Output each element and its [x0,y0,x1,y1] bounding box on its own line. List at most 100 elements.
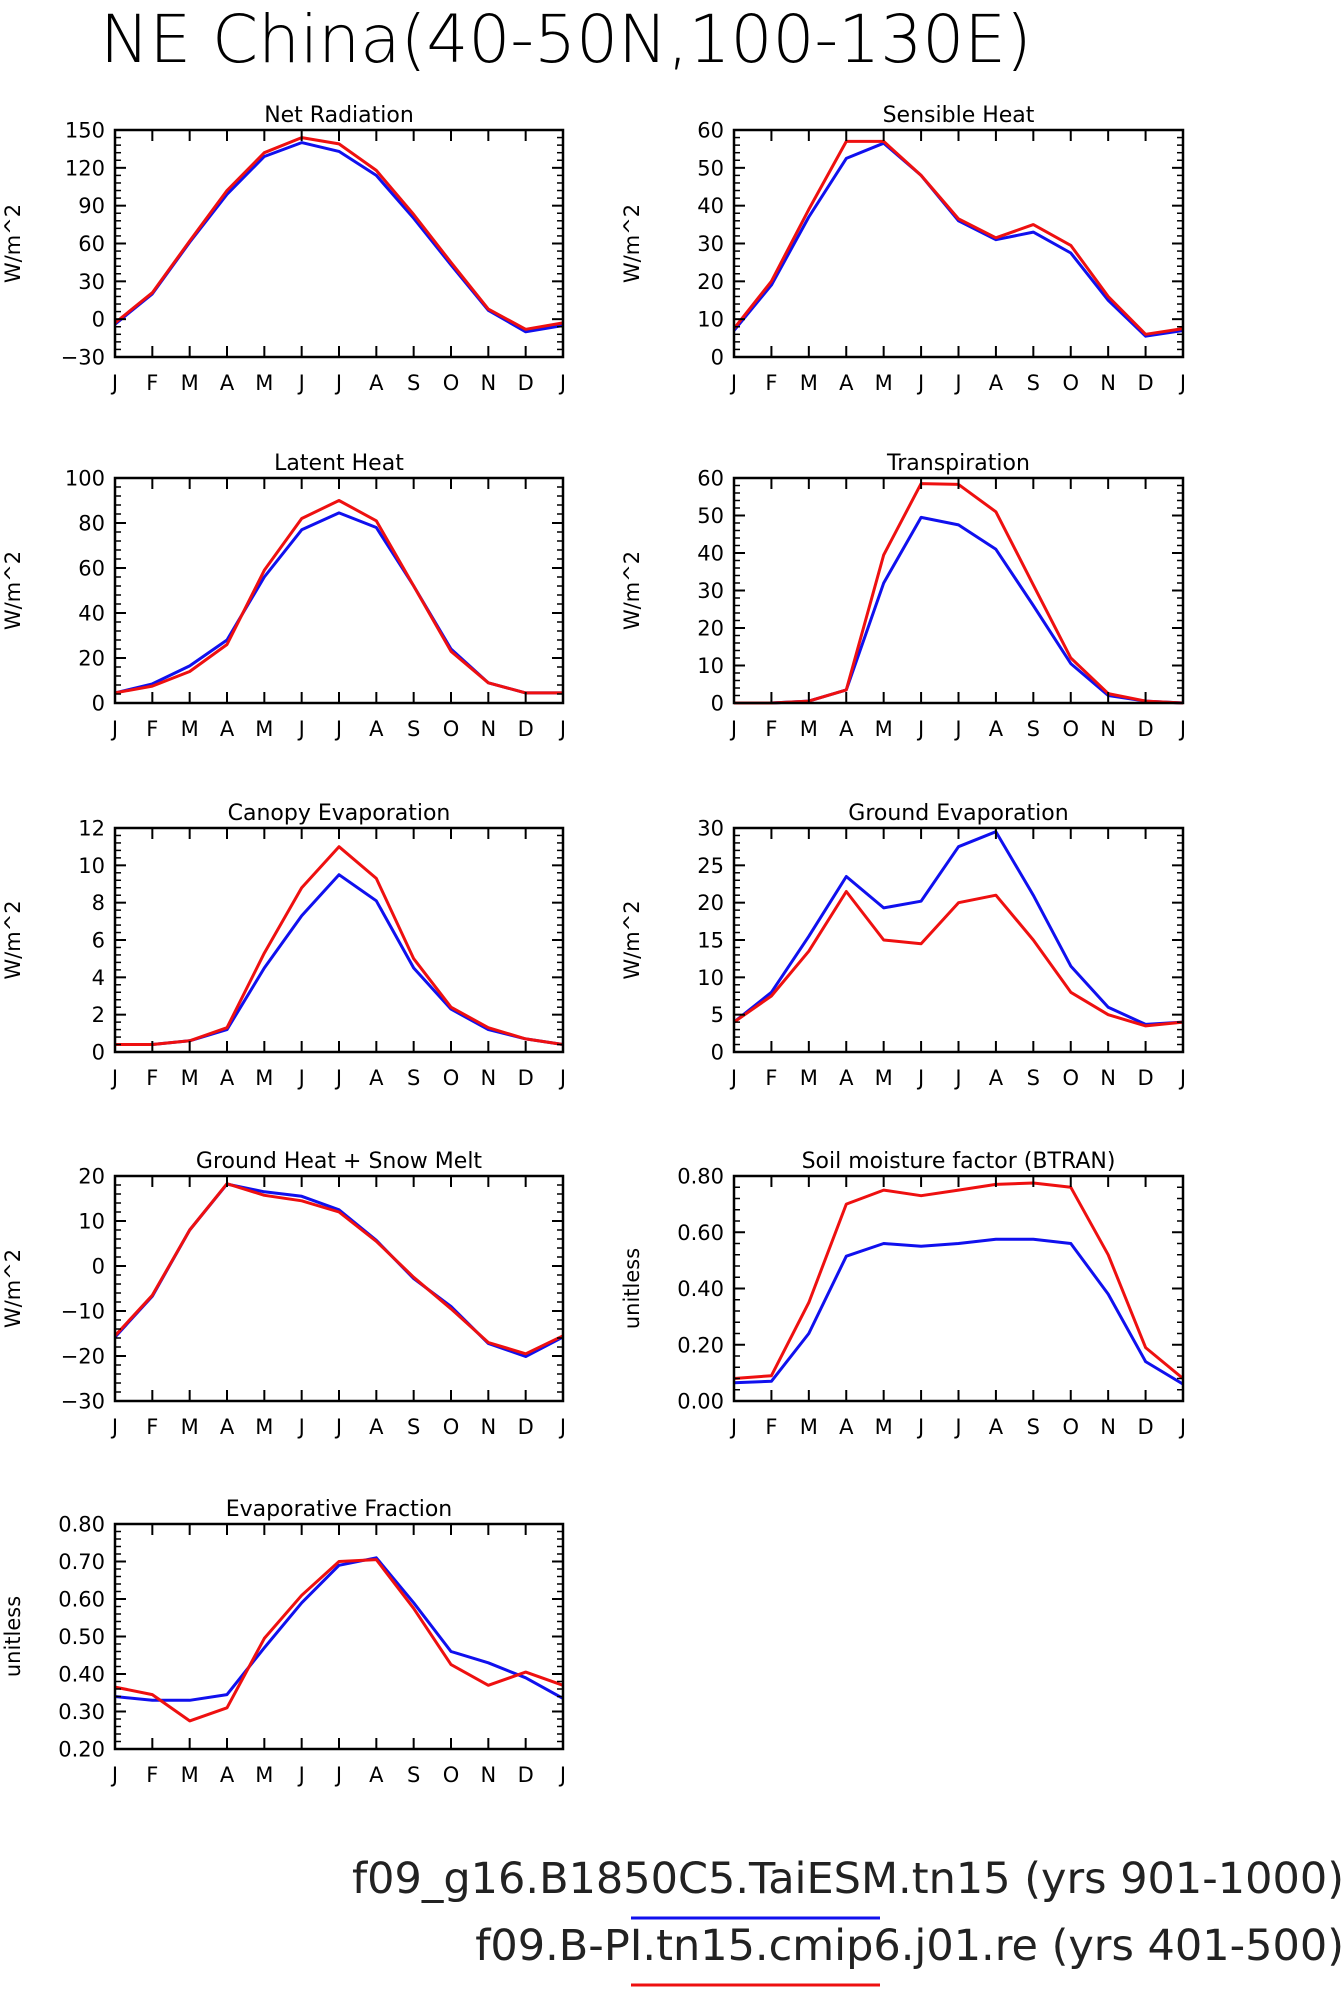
y-tick-label: −10 [61,1300,105,1324]
chart-panel-4: J F M A M J J A S O N D J0102030405060TranspirationW… [620,451,1186,741]
x-tick-label: N [480,1415,496,1439]
x-tick-label: A [369,717,384,741]
y-tick-label: 0.70 [58,1550,105,1574]
x-tick-label: S [407,1415,420,1439]
x-tick-label: J [110,717,118,741]
y-tick-label: 10 [697,308,724,332]
x-tick-label: S [407,1763,420,1787]
x-tick-label: A [989,1066,1004,1090]
y-axis-label: unitless [1,1596,25,1677]
panel-title: Evaporative Fraction [226,1497,452,1522]
y-tick-label: 0.40 [58,1663,105,1687]
x-tick-label: D [1137,371,1153,395]
y-tick-label: 0.50 [58,1625,105,1649]
y-tick-label: 0 [92,308,105,332]
x-tick-label: O [443,1066,460,1090]
y-tick-label: 20 [78,1165,105,1189]
series-line-red [114,499,563,695]
y-tick-label: 120 [65,156,105,180]
x-tick-label: M [800,1066,818,1090]
y-axis-label: unitless [620,1248,644,1329]
y-axis-label: W/m^2 [1,204,25,283]
y-tick-label: 60 [697,119,724,143]
y-tick-label: 30 [78,270,105,294]
y-tick-label: 40 [78,602,105,626]
y-tick-label: −30 [61,346,105,370]
y-tick-label: 0.80 [677,1165,724,1189]
x-tick-label: M [255,1066,273,1090]
y-tick-label: 20 [697,891,724,915]
y-tick-label: 50 [697,156,724,180]
x-tick-label: D [518,1763,534,1787]
x-tick-label: J [334,1763,342,1787]
plot-frame [732,128,1185,359]
y-tick-label: 80 [78,512,105,536]
x-tick-label: D [1137,1415,1153,1439]
plot-frame [732,476,1185,705]
y-tick-label: 10 [78,1210,105,1234]
y-tick-label: 25 [697,854,724,878]
x-tick-label: F [146,1066,158,1090]
x-tick-label: J [110,1415,118,1439]
x-tick-label: D [518,1415,534,1439]
x-tick-label: F [765,1066,777,1090]
y-tick-label: 0.60 [58,1588,105,1612]
x-tick-label: O [443,717,460,741]
x-tick-label: O [443,1763,460,1787]
x-tick-label: N [480,371,496,395]
y-tick-label: 20 [697,617,724,641]
x-tick-label: A [220,371,235,395]
y-tick-label: 90 [78,194,105,218]
x-tick-label: M [875,717,893,741]
y-axis-label: W/m^2 [620,204,644,283]
x-tick-label: O [1062,371,1079,395]
y-tick-label: 12 [78,817,105,841]
y-tick-label: 60 [697,467,724,491]
x-tick-label: D [1137,717,1153,741]
x-tick-label: J [297,1763,305,1787]
x-tick-label: S [1027,1066,1040,1090]
x-tick-label: N [480,1763,496,1787]
x-tick-label: J [334,1415,342,1439]
x-tick-label: D [518,717,534,741]
x-tick-label: J [558,371,566,395]
panel-title: Soil moisture factor (BTRAN) [802,1149,1116,1174]
y-tick-label: 10 [697,966,724,990]
y-axis-label: W/m^2 [620,551,644,630]
y-tick-label: 40 [697,542,724,566]
y-tick-label: 0 [92,692,105,716]
x-tick-label: A [989,1415,1004,1439]
y-tick-label: 100 [65,467,105,491]
x-tick-label: O [443,371,460,395]
legend-entry-1: f09_g16.B1850C5.TaiESM.tn15 (yrs 901-100… [352,1854,1344,1920]
x-tick-label: M [875,371,893,395]
x-tick-label: J [110,1763,118,1787]
x-tick-label: J [1178,371,1186,395]
y-tick-label: 10 [78,854,105,878]
x-tick-label: M [255,717,273,741]
legend-label: f09.B-PI.tn15.cmip6.j01.re (yrs 401-500) [475,1921,1344,1971]
y-tick-label: 20 [78,647,105,671]
y-tick-label: 6 [92,929,105,953]
y-tick-label: 60 [78,232,105,256]
series-line-blue [114,1556,564,1702]
x-tick-label: M [255,1763,273,1787]
x-tick-label: A [839,1066,854,1090]
panel-title: Ground Heat + Snow Melt [196,1149,483,1174]
y-tick-label: 30 [697,817,724,841]
y-tick-label: 0 [92,1041,105,1065]
y-tick-label: 0 [711,692,724,716]
x-tick-label: A [220,717,235,741]
x-tick-label: F [146,371,158,395]
y-tick-label: 20 [697,270,724,294]
x-tick-label: J [558,1415,566,1439]
x-tick-label: J [729,1066,737,1090]
y-tick-label: 50 [697,504,724,528]
y-tick-label: 4 [92,966,105,990]
x-tick-label: J [916,1066,924,1090]
y-tick-label: 0.20 [677,1333,724,1357]
x-tick-label: F [146,1415,158,1439]
panel-title: Net Radiation [264,103,414,128]
panel-title: Latent Heat [274,451,404,476]
